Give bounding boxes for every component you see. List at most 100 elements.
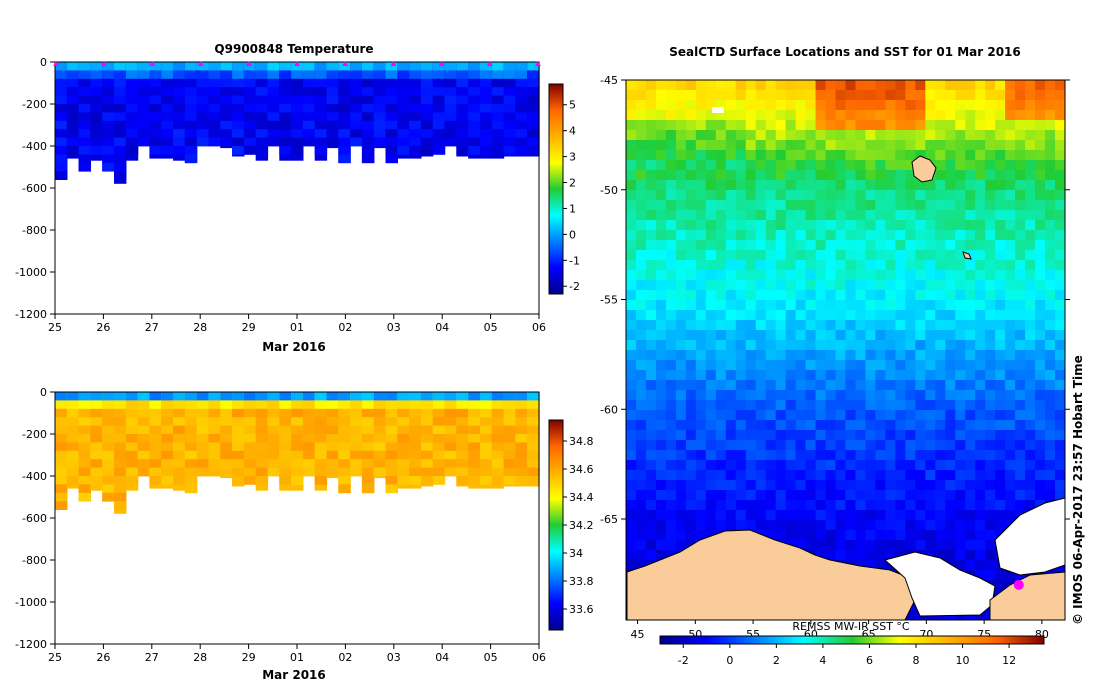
- sst-cell: [645, 340, 657, 351]
- sst-cell: [1015, 130, 1026, 141]
- profile-cell: [149, 467, 162, 477]
- sst-cell: [685, 300, 697, 311]
- profile-cell: [432, 442, 446, 452]
- sst-cell: [705, 90, 717, 101]
- sst-cell: [785, 490, 797, 501]
- sst-cell: [875, 510, 886, 521]
- profile-cell: [102, 476, 115, 485]
- sst-cell: [815, 370, 827, 381]
- sst-cell: [705, 260, 717, 271]
- sst-cell: [875, 380, 886, 391]
- sst-cell: [655, 430, 667, 441]
- sst-cell: [785, 90, 797, 101]
- sst-cell: [785, 150, 797, 161]
- sst-cell: [925, 340, 936, 351]
- sst-cell: [825, 240, 837, 251]
- sst-cell: [685, 190, 697, 201]
- sst-cell: [675, 430, 687, 441]
- profile-cell: [515, 392, 528, 401]
- sst-cell: [905, 370, 916, 381]
- sst-colorbar-scale: [659, 635, 1045, 645]
- sst-cell: [835, 500, 846, 511]
- sst-cell: [635, 410, 647, 421]
- sst-cell: [645, 450, 657, 461]
- sst-cell: [685, 520, 697, 531]
- sst-cell: [665, 300, 677, 311]
- sst-cell: [795, 530, 807, 541]
- profile-cell: [255, 129, 269, 138]
- sst-cell: [975, 260, 986, 271]
- profile-cell: [456, 476, 469, 485]
- sst-cell: [865, 170, 876, 181]
- profile-cell: [527, 129, 540, 138]
- profile-cell: [208, 417, 221, 426]
- sst-cell: [855, 290, 866, 301]
- salinity-colorbar-scale: [548, 419, 564, 631]
- sst-cell: [1055, 210, 1066, 221]
- sst-cell: [715, 80, 727, 91]
- profile-cell: [184, 450, 198, 460]
- sst-cell: [875, 370, 886, 381]
- sst-cell: [685, 120, 697, 131]
- colorbar-tick-label: -1: [569, 254, 580, 267]
- profile-cell: [114, 129, 127, 138]
- sst-cell: [665, 190, 677, 201]
- profile-cell: [125, 112, 139, 122]
- sst-cell: [865, 240, 876, 251]
- sst-cell: [725, 120, 737, 131]
- profile-cell: [385, 70, 398, 80]
- profile-cell: [503, 146, 516, 155]
- profile-cell: [479, 400, 493, 410]
- sst-cell: [915, 270, 926, 281]
- x-tick-label: 03: [387, 321, 401, 334]
- profile-cell: [55, 467, 68, 477]
- sst-cell: [655, 180, 667, 191]
- sst-cell: [825, 410, 837, 421]
- sst-cell: [1005, 300, 1016, 311]
- sst-cell: [695, 190, 707, 201]
- sst-cell: [626, 550, 637, 561]
- sst-cell: [685, 290, 697, 301]
- sst-cell: [925, 330, 936, 341]
- sst-cell: [825, 230, 837, 241]
- sst-cell: [1005, 110, 1016, 121]
- sst-cell: [835, 420, 846, 431]
- sst-cell: [905, 490, 916, 501]
- sst-cell: [675, 120, 687, 131]
- x-tick-label: 02: [338, 651, 352, 664]
- sst-cell: [955, 170, 966, 181]
- sst-cell: [905, 300, 916, 311]
- sst-cell: [905, 180, 916, 191]
- profile-cell: [314, 459, 328, 468]
- profile-cell: [409, 434, 422, 443]
- sst-cell: [775, 300, 787, 311]
- profile-cell: [361, 459, 375, 468]
- sst-cell: [1035, 120, 1046, 131]
- sst-cell: [695, 240, 707, 251]
- sst-cell: [635, 460, 647, 471]
- profile-cell: [90, 112, 103, 122]
- sst-cell: [995, 310, 1006, 321]
- sst-cell: [705, 330, 717, 341]
- sst-cell: [735, 350, 747, 361]
- sst-colorbar-tick-label: -2: [678, 654, 689, 667]
- sst-cell: [935, 370, 946, 381]
- profile-cell: [479, 146, 493, 155]
- sst-cell: [675, 400, 687, 411]
- sst-cell: [815, 200, 827, 211]
- profile-cell: [78, 154, 92, 164]
- sst-cell: [655, 150, 667, 161]
- sst-cell: [626, 420, 637, 431]
- profile-cell: [479, 467, 493, 477]
- sst-cell: [915, 450, 926, 461]
- sst-cell: [785, 250, 797, 261]
- sst-cell: [705, 480, 717, 491]
- sst-cell: [765, 200, 777, 211]
- profile-cell: [444, 104, 457, 113]
- sst-cell: [635, 400, 647, 411]
- sst-cell: [785, 290, 797, 301]
- profile-cell: [302, 87, 316, 96]
- profile-cell: [184, 104, 198, 113]
- profile-cell: [468, 450, 481, 460]
- sst-cell: [795, 390, 807, 401]
